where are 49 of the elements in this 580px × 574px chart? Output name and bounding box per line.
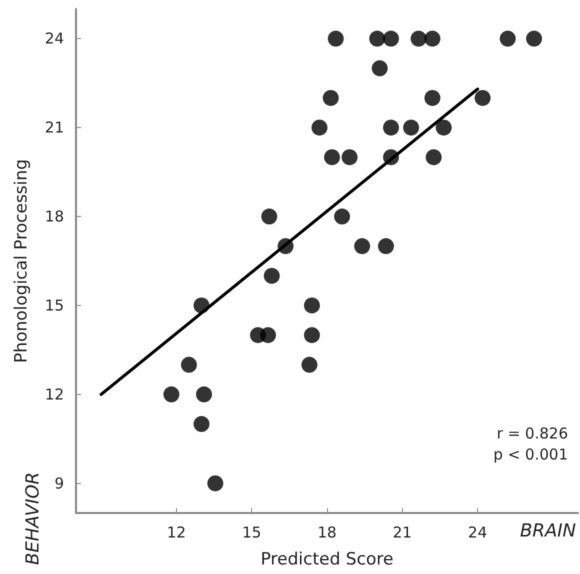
point — [369, 30, 386, 47]
point — [378, 238, 394, 254]
y-tick-label: 24 — [44, 30, 64, 48]
point — [311, 120, 328, 136]
x-axis-title: Predicted Score — [260, 550, 394, 570]
point — [196, 386, 212, 402]
point — [354, 238, 370, 254]
point — [264, 268, 280, 284]
point — [304, 297, 320, 314]
x-tick-label: 12 — [166, 524, 186, 542]
y-tick-label: 15 — [44, 296, 64, 314]
point — [424, 30, 440, 47]
point — [424, 90, 440, 106]
x-tick-label: 24 — [468, 524, 488, 542]
point — [261, 208, 278, 225]
x-tick-label: 15 — [242, 524, 262, 542]
point — [526, 30, 542, 47]
annotation: r = 0.826 — [496, 424, 568, 442]
text: BRAIN — [520, 520, 576, 542]
point — [207, 475, 224, 492]
point — [304, 327, 320, 344]
y-tick-label: 21 — [44, 118, 64, 137]
point — [163, 386, 180, 402]
x-tick-label: 18 — [317, 524, 337, 542]
point — [372, 60, 388, 76]
y-axis-title: Phonological Processing — [12, 159, 32, 363]
point — [500, 30, 516, 47]
point — [410, 30, 427, 47]
x-tick-label: 21 — [392, 524, 412, 542]
y-tick-label: 18 — [44, 208, 64, 226]
point — [194, 416, 210, 432]
point — [403, 120, 420, 136]
text: BEHAVIOR — [22, 472, 44, 565]
point — [328, 30, 344, 47]
point — [301, 356, 318, 373]
annotation: p < 0.001 — [493, 446, 568, 464]
point — [334, 208, 350, 225]
point — [180, 356, 197, 373]
point — [426, 149, 442, 166]
y-tick-label: 9 — [54, 474, 64, 492]
point — [383, 120, 400, 136]
point — [260, 327, 276, 344]
point — [436, 120, 452, 136]
y-tick-label: 12 — [44, 385, 64, 404]
point — [474, 90, 491, 106]
point — [322, 90, 339, 106]
point — [342, 149, 358, 166]
point — [383, 30, 400, 47]
point — [324, 149, 340, 166]
